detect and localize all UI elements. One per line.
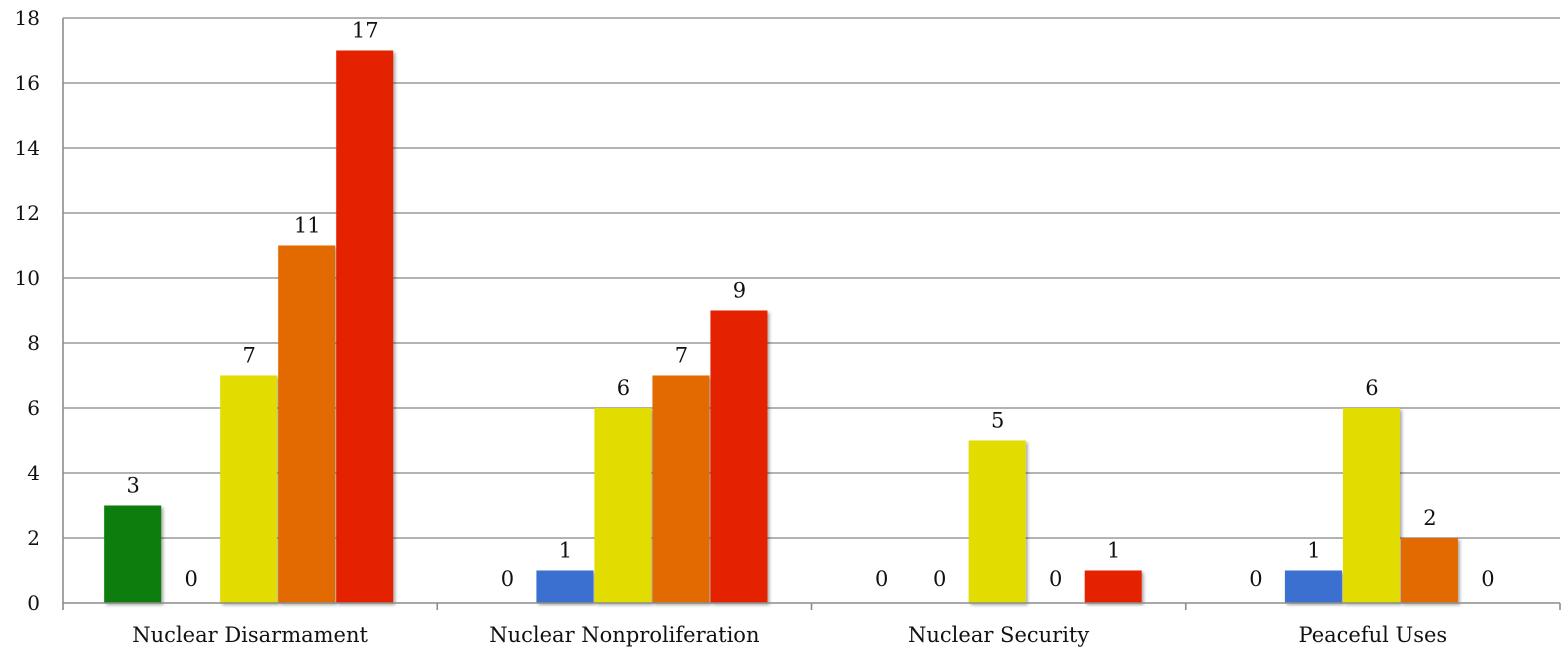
y-tick-label: 8	[27, 331, 40, 355]
data-label: 7	[675, 344, 688, 368]
x-axis	[62, 18, 1561, 610]
y-tick-label: 0	[27, 591, 40, 615]
data-label: 9	[733, 279, 746, 303]
bar	[1284, 570, 1342, 603]
y-tick-label: 2	[27, 526, 40, 550]
data-labels: 3 0 7 11 17 0 1 6 7 9 0 0 5 0 1 0 1 6 2 0	[126, 19, 1494, 592]
bar	[594, 408, 652, 603]
y-tick-label: 18	[15, 6, 40, 30]
x-category-label: Nuclear Disarmament	[132, 623, 368, 647]
bar	[710, 310, 768, 603]
bar	[652, 375, 710, 603]
data-label: 17	[352, 19, 379, 43]
data-label: 1	[1107, 539, 1120, 563]
x-category-label: Nuclear Nonproliferation	[489, 623, 759, 647]
y-tick-label: 14	[15, 136, 40, 160]
data-label: 1	[559, 539, 572, 563]
data-label: 1	[1307, 539, 1320, 563]
data-label: 0	[875, 567, 888, 591]
data-label: 6	[617, 376, 630, 400]
y-tick-label: 12	[15, 201, 40, 225]
data-label: 0	[1049, 567, 1062, 591]
data-label: 0	[184, 567, 197, 591]
bar	[104, 505, 162, 603]
y-tick-label: 16	[15, 71, 40, 95]
category-labels: Nuclear Disarmament Nuclear Nonproliferat…	[132, 623, 1447, 647]
data-label: 2	[1423, 506, 1436, 530]
x-category-label: Peaceful Uses	[1299, 623, 1448, 647]
y-tick-label: 10	[15, 266, 40, 290]
data-label: 6	[1365, 376, 1378, 400]
bar	[536, 570, 594, 603]
x-category-label: Nuclear Security	[908, 623, 1089, 647]
y-tick-label: 6	[27, 396, 40, 420]
bar	[968, 440, 1026, 603]
bar	[1084, 570, 1142, 603]
data-label: 7	[243, 344, 256, 368]
bar	[278, 245, 336, 603]
y-axis-tick-labels: 0 2 4 6 8 10 12 14 16 18	[15, 6, 40, 615]
data-label: 0	[501, 567, 514, 591]
data-label: 0	[933, 567, 946, 591]
data-label: 0	[1481, 567, 1494, 591]
data-label: 0	[1249, 567, 1262, 591]
data-label: 3	[126, 474, 139, 498]
bar	[220, 375, 278, 603]
bar	[336, 50, 394, 603]
data-label: 11	[294, 214, 321, 238]
bars	[104, 50, 1458, 603]
data-label: 5	[991, 409, 1004, 433]
bar	[1400, 538, 1458, 603]
y-tick-label: 4	[27, 461, 40, 485]
bar	[1342, 408, 1400, 603]
